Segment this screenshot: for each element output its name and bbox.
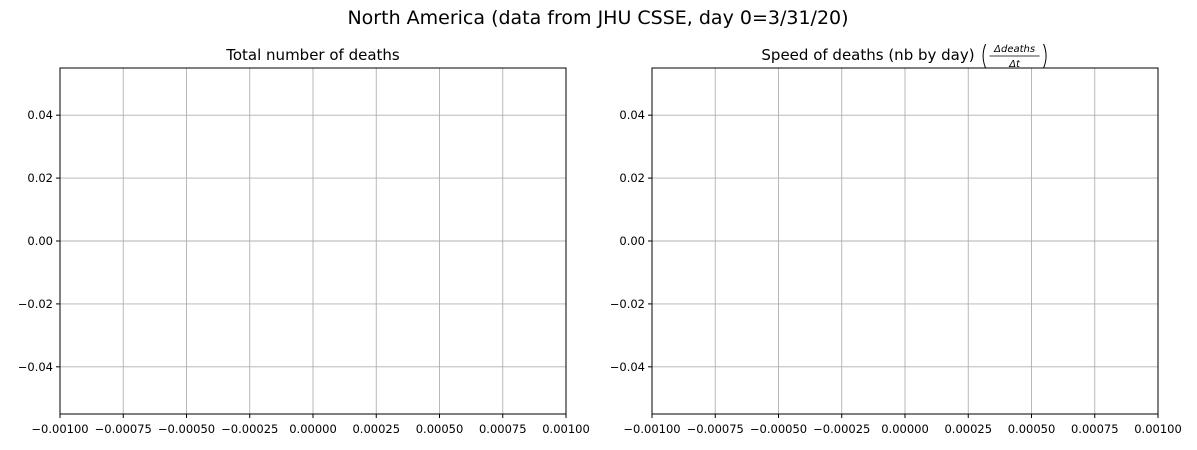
total-deaths-xtick-label: −0.00100 — [31, 422, 88, 436]
total-deaths-xtick-label: 0.00000 — [289, 422, 337, 436]
death-speed-xtick-label: −0.00100 — [623, 422, 680, 436]
death-speed-ytick-label: 0.02 — [619, 171, 645, 185]
total-deaths-xtick-label: 0.00025 — [352, 422, 400, 436]
figure-suptitle: North America (data from JHU CSSE, day 0… — [347, 7, 848, 29]
left-paren — [982, 43, 987, 69]
total-deaths-xtick-label: 0.00100 — [542, 422, 590, 436]
death-speed-xtick-label: 0.00000 — [881, 422, 929, 436]
total-deaths-xtick-label: −0.00025 — [221, 422, 278, 436]
death-speed-axes: Speed of deaths (nb by day) −0.00100 −0.0… — [610, 43, 1182, 436]
death-speed-xtick-label: −0.00025 — [813, 422, 870, 436]
total-deaths-ytick-label: 0.00 — [27, 234, 53, 248]
death-speed-xtick-label: 0.00100 — [1134, 422, 1182, 436]
death-speed-ytick-label: 0.00 — [619, 234, 645, 248]
total-deaths-xtick-label: −0.00075 — [95, 422, 152, 436]
total-deaths-xtick-label: 0.00075 — [479, 422, 527, 436]
total-deaths-ytick-label: 0.02 — [27, 171, 53, 185]
death-speed-ytick-label: 0.04 — [619, 108, 645, 122]
death-speed-title: Speed of deaths (nb by day) — [761, 46, 974, 64]
total-deaths-axes: Total number of deaths −0.00100 −0.00075−… — [18, 46, 590, 436]
death-speed-ytick-label: −0.02 — [610, 297, 645, 311]
death-speed-xtick-label: 0.00075 — [1071, 422, 1119, 436]
death-speed-xtick-label: −0.00075 — [687, 422, 744, 436]
total-deaths-xtick-label: −0.00050 — [158, 422, 215, 436]
total-deaths-ytick-label: 0.04 — [27, 108, 53, 122]
total-deaths-xtick-label: 0.00050 — [416, 422, 464, 436]
fraction-numerator: Δdeaths — [993, 44, 1035, 55]
total-deaths-ytick-label: −0.04 — [18, 360, 53, 374]
right-paren — [1043, 43, 1047, 69]
death-speed-title-text: Speed of deaths (nb by day) — [761, 46, 974, 64]
fraction-denominator: Δt — [1008, 59, 1021, 70]
death-speed-math-fraction: Δdeaths Δt — [982, 43, 1047, 70]
death-speed-xtick-label: 0.00050 — [1008, 422, 1056, 436]
death-speed-ytick-label: −0.04 — [610, 360, 645, 374]
death-speed-xtick-label: −0.00050 — [750, 422, 807, 436]
death-speed-xtick-label: 0.00025 — [944, 422, 992, 436]
total-deaths-ytick-label: −0.02 — [18, 297, 53, 311]
total-deaths-title: Total number of deaths — [225, 46, 400, 64]
